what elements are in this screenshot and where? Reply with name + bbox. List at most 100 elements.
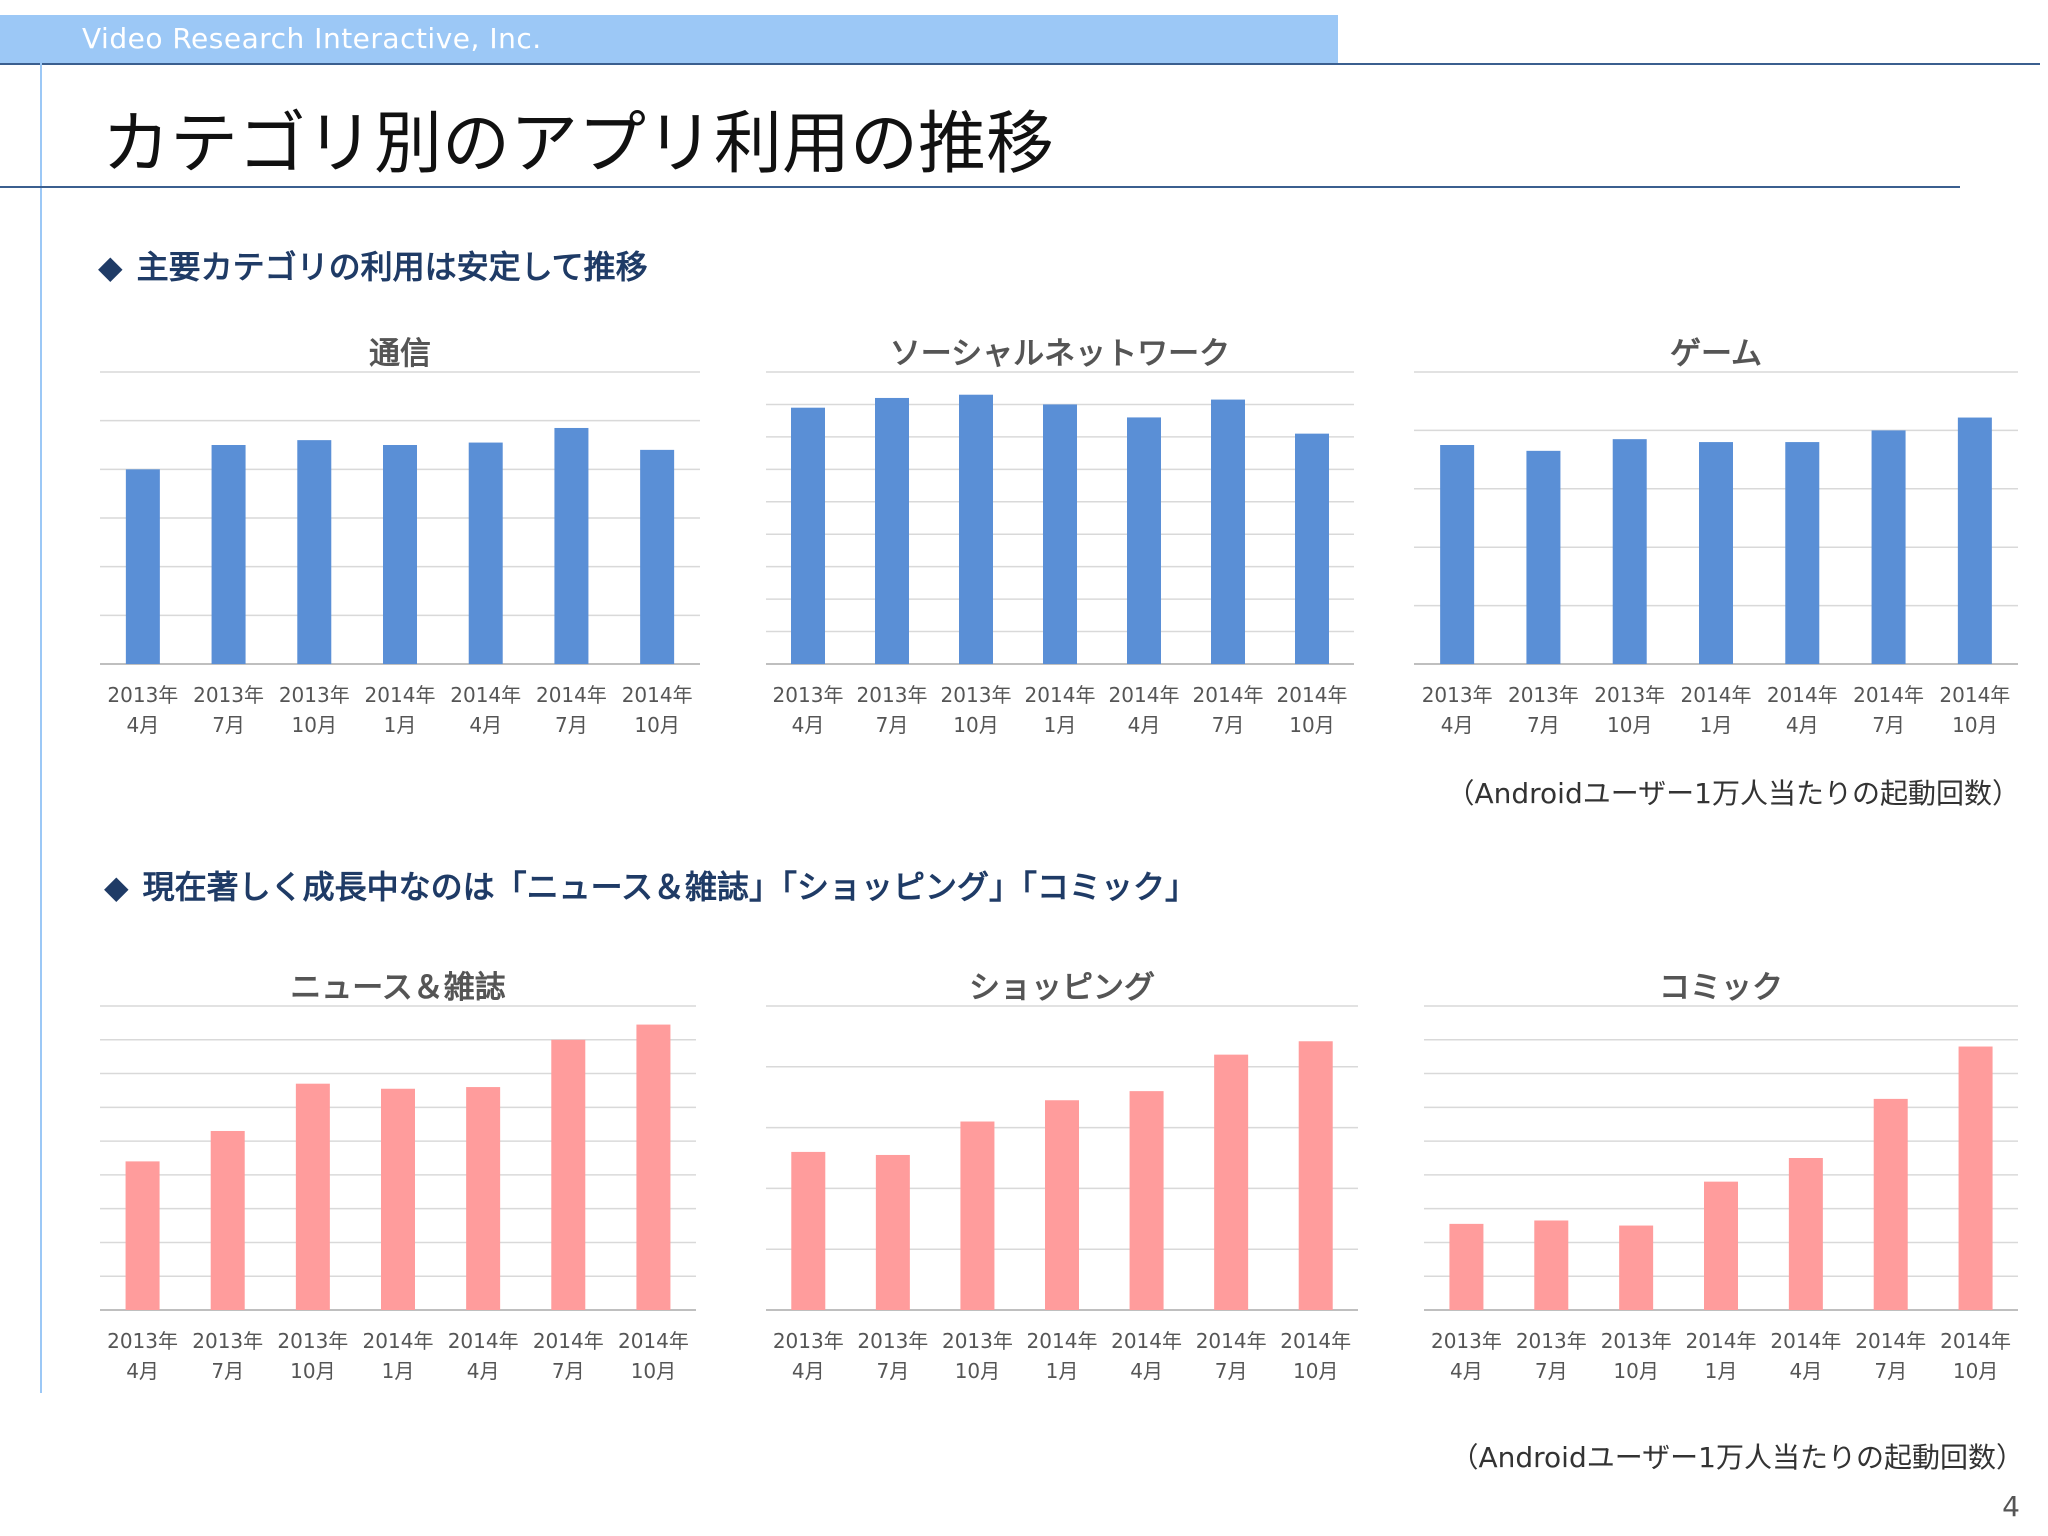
x-tick-label: 2013年: [107, 683, 178, 707]
page-number: 4: [2002, 1490, 2020, 1523]
chart-title: ゲーム: [1669, 336, 1763, 372]
title-divider: [0, 186, 1960, 188]
x-tick-label: 2013年: [193, 683, 264, 707]
bar: [297, 440, 332, 664]
company-name: Video Research Interactive, Inc.: [82, 22, 542, 55]
x-tick-label: 4月: [1128, 713, 1161, 737]
x-tick-label: 7月: [552, 1359, 585, 1383]
x-tick-label: 2014年: [1940, 1329, 2011, 1353]
x-tick-label: 10月: [634, 713, 679, 737]
page-title: カテゴリ別のアプリ利用の推移: [102, 105, 1055, 184]
chart-title: コミック: [1659, 970, 1783, 1006]
bar: [1619, 1225, 1654, 1310]
bar: [211, 445, 246, 664]
bar: [636, 1024, 671, 1310]
x-tick-label: 2013年: [773, 683, 844, 707]
x-tick-label: 1月: [384, 713, 417, 737]
x-tick-label: 7月: [1535, 1359, 1568, 1383]
x-tick-label: 2014年: [618, 1329, 689, 1353]
bar: [1699, 442, 1733, 664]
chart-svg: 2013年 4月 2013年 7月 2013年 10月 2014年 1月 2014年 4月 2014…: [100, 371, 700, 737]
x-tick-label: 2013年: [1431, 1329, 1502, 1353]
x-tick-label: 2013年: [192, 1329, 263, 1353]
x-tick-label: 4月: [1789, 1359, 1822, 1383]
x-tick-label: 4月: [1441, 713, 1474, 737]
bar: [1788, 1158, 1823, 1310]
x-tick-label: 7月: [876, 713, 909, 737]
bar: [1129, 1091, 1164, 1310]
bar: [1211, 399, 1245, 664]
unit-note: （Androidユーザー1万人当たりの起動回数）: [1446, 777, 2020, 810]
x-tick-label: 7月: [1215, 1359, 1248, 1383]
bar: [1526, 450, 1561, 664]
chart-svg: 2013年 4月 2013年 7月 2013年 10月 2014年 1月 2014年 4月 2014…: [100, 1005, 696, 1383]
bar: [383, 445, 417, 664]
x-tick-label: 7月: [211, 1359, 244, 1383]
section-heading-text: 主要カテゴリの利用は安定して推移: [136, 248, 648, 286]
x-tick-label: 1月: [1700, 713, 1733, 737]
x-tick-label: 10月: [1952, 713, 1997, 737]
chart-shopping: ショッピング 2013年 4月 2013年 7月 2013年 10月 2014年 1月 2014…: [766, 962, 1358, 1394]
side-divider: [40, 63, 42, 1393]
x-tick-label: 2014年: [1193, 683, 1264, 707]
chart-comic: コミック 2013年 4月 2013年 7月 2013年 10月 2014年 1月 2014年 4…: [1424, 962, 2018, 1394]
top-divider: [0, 63, 2040, 65]
chart-news-magazine: ニュース＆雑誌 2013年 4月 2013年 7月 2013年 10月 2014年 1月 201…: [100, 962, 696, 1394]
x-tick-label: 7月: [1874, 1359, 1907, 1383]
x-tick-label: 10月: [1289, 713, 1334, 737]
section-heading-text: 現在著しく成長中なのは「ニュース＆雑誌」「ショッピング」「コミック」: [142, 868, 1198, 906]
x-tick-label: 4月: [126, 713, 159, 737]
bar: [554, 427, 589, 664]
x-tick-label: 10月: [631, 1359, 676, 1383]
x-tick-label: 7月: [212, 713, 245, 737]
chart-title: ショッピング: [969, 970, 1155, 1006]
x-tick-label: 2014年: [1855, 1329, 1926, 1353]
x-tick-label: 2014年: [1939, 683, 2010, 707]
x-tick-label: 1月: [1046, 1359, 1079, 1383]
x-tick-label: 7月: [1212, 713, 1245, 737]
x-tick-label: 2014年: [1109, 683, 1180, 707]
x-tick-label: 10月: [953, 713, 998, 737]
bar: [875, 1154, 910, 1310]
chart-svg: 2013年 4月 2013年 7月 2013年 10月 2014年 1月 2014年 4月 2014…: [766, 1005, 1358, 1383]
diamond-bullet-icon: ◆: [98, 248, 123, 286]
x-tick-label: 10月: [1607, 713, 1652, 737]
bar: [381, 1088, 415, 1310]
x-tick-label: 4月: [1786, 713, 1819, 737]
bar: [640, 449, 675, 664]
diamond-bullet-icon: ◆: [104, 868, 129, 906]
x-tick-label: 4月: [792, 1359, 825, 1383]
bar: [791, 1151, 826, 1310]
x-tick-label: 2014年: [365, 683, 436, 707]
bar: [1534, 1220, 1569, 1310]
x-tick-label: 2014年: [450, 683, 521, 707]
bar: [1958, 1046, 1993, 1310]
bar: [1440, 445, 1475, 664]
x-tick-label: 4月: [126, 1359, 159, 1383]
x-tick-label: 2014年: [533, 1329, 604, 1353]
chart-tsushin: 通信 2013年 4月 2013年 7月 2013年 10月 2014年 1月 2014年 4月 2…: [100, 328, 700, 748]
bar: [551, 1039, 586, 1310]
x-tick-label: 2014年: [1280, 1329, 1351, 1353]
x-tick-label: 4月: [1130, 1359, 1163, 1383]
bar: [1214, 1054, 1249, 1310]
x-tick-label: 2013年: [279, 683, 350, 707]
x-tick-label: 4月: [467, 1359, 500, 1383]
x-tick-label: 2013年: [942, 1329, 1013, 1353]
x-tick-label: 10月: [955, 1359, 1000, 1383]
section-heading-stable: ◆ 主要カテゴリの利用は安定して推移: [98, 242, 648, 288]
x-tick-label: 1月: [382, 1359, 415, 1383]
bar: [1957, 417, 1992, 664]
x-tick-label: 2013年: [1594, 683, 1665, 707]
bar: [468, 442, 503, 664]
x-tick-label: 10月: [1953, 1359, 1998, 1383]
bar: [1612, 439, 1647, 664]
x-tick-label: 2014年: [1027, 1329, 1098, 1353]
x-tick-label: 2013年: [1422, 683, 1493, 707]
x-tick-label: 2014年: [1111, 1329, 1182, 1353]
x-tick-label: 2013年: [857, 1329, 928, 1353]
chart-game: ゲーム 2013年 4月 2013年 7月 2013年 10月 2014年 1月 2014年 4月…: [1414, 328, 2018, 748]
x-tick-label: 10月: [292, 713, 337, 737]
bar: [1871, 430, 1906, 664]
x-tick-label: 4月: [469, 713, 502, 737]
